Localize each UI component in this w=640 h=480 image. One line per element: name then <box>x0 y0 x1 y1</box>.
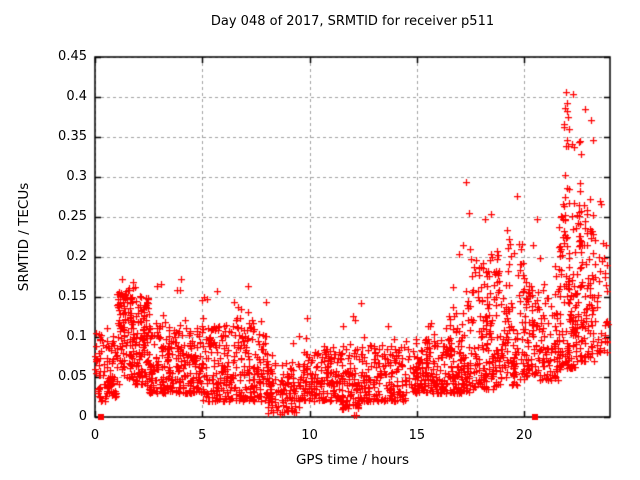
x-tick-label: 0 <box>90 428 100 443</box>
y-tick-label: 0.15 <box>58 289 87 304</box>
x-tick-label: 15 <box>408 428 426 443</box>
y-tick-label: 0.35 <box>58 129 87 144</box>
chart-title: Day 048 of 2017, SRMTID for receiver p51… <box>210 14 495 29</box>
x-axis-label: GPS time / hours <box>295 452 410 468</box>
y-tick-label: 0.3 <box>66 169 87 184</box>
x-tick-label: 20 <box>515 428 533 443</box>
y-axis-label: SRMTID / TECUs <box>16 182 32 292</box>
y-tick-label: 0.05 <box>58 369 87 384</box>
y-tick-label: 0.25 <box>58 209 87 224</box>
y-tick-label: 0.1 <box>66 329 87 344</box>
y-tick-label: 0.2 <box>66 249 87 264</box>
x-tick-label: 10 <box>301 428 318 443</box>
y-tick-label: 0 <box>78 409 87 424</box>
y-tick-label: 0.45 <box>58 49 87 64</box>
x-tick-label: 5 <box>198 428 207 443</box>
y-tick-label: 0.4 <box>66 89 87 104</box>
